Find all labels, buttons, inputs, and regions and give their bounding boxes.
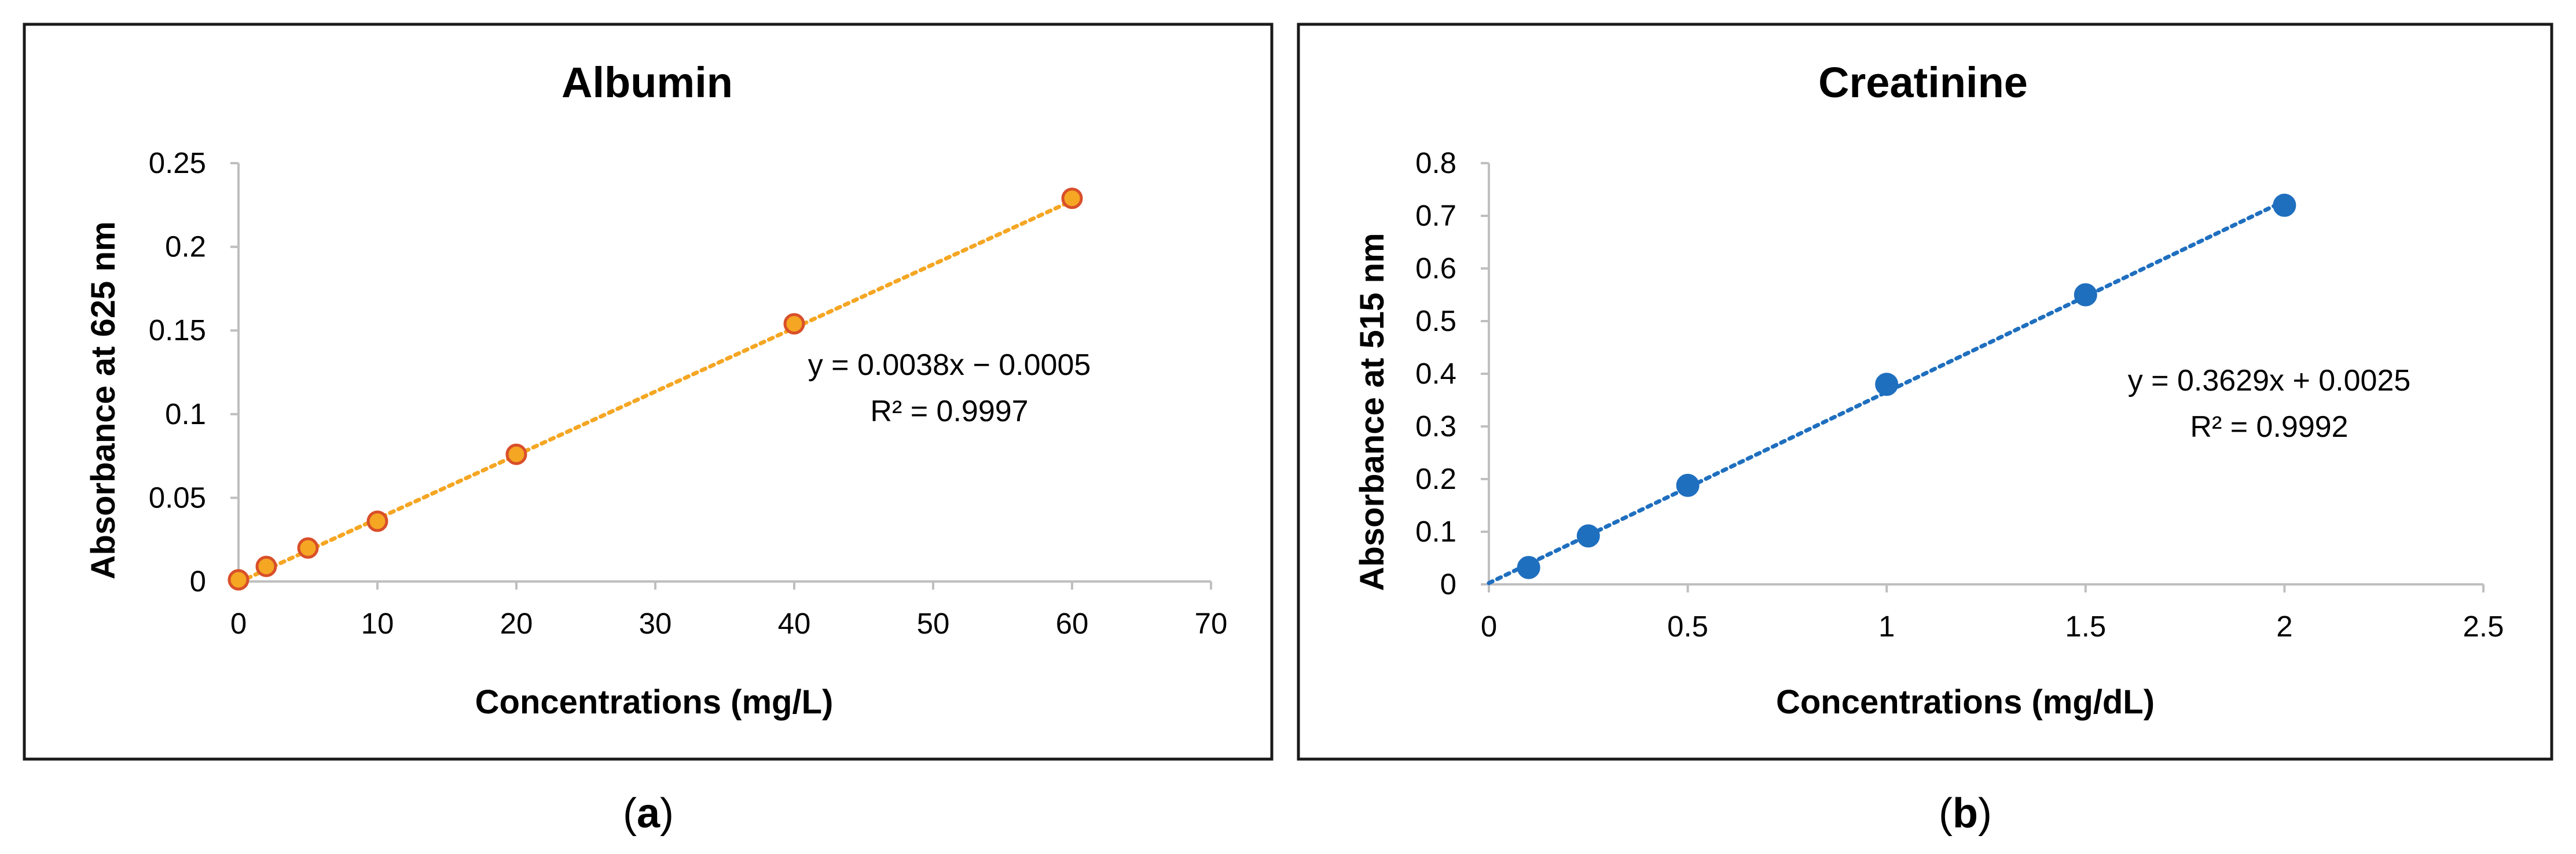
- albumin-caption-open: (: [623, 790, 637, 837]
- albumin-x-tick-label: 40: [778, 607, 811, 640]
- creatinine-caption: (b): [1939, 790, 1992, 837]
- creatinine-data-point: [1676, 473, 1700, 497]
- albumin-data-points: [227, 187, 1083, 591]
- albumin-chart-title: Albumin: [562, 58, 733, 106]
- albumin-x-axis-label: Concentrations (mg/L): [475, 683, 834, 721]
- creatinine-x-tick-label: 2: [2276, 610, 2292, 643]
- albumin-y-axis-label: Absorbance at 625 nm: [85, 222, 122, 580]
- albumin-y-tick-label: 0.1: [165, 397, 206, 430]
- creatinine-x-tick-label: 0.5: [1667, 610, 1708, 643]
- albumin-caption-close: ): [660, 790, 674, 837]
- albumin-x-tick-label: 60: [1056, 607, 1089, 640]
- creatinine-chart-panel: Creatinine 0 0.1 0.2 0.3 0.4 0.5 0.6 0.7 0.8 0 0.…: [1297, 23, 2553, 837]
- creatinine-x-ticks: 0 0.5 1 1.5 2 2.5: [1481, 584, 2504, 643]
- creatinine-data-point: [1576, 524, 1600, 548]
- creatinine-y-tick-label: 0.1: [1415, 515, 1456, 548]
- albumin-y-tick-label: 0: [190, 565, 206, 598]
- creatinine-y-tick-label: 0.5: [1415, 304, 1456, 337]
- albumin-caption-letter: a: [637, 790, 660, 837]
- creatinine-data-point: [2273, 193, 2296, 217]
- albumin-data-point: [227, 569, 249, 591]
- creatinine-y-axis-label: Absorbance at 515 nm: [1353, 233, 1391, 591]
- creatinine-y-tick-label: 0.2: [1415, 462, 1456, 495]
- albumin-y-tick-label: 0.25: [149, 146, 206, 179]
- albumin-x-tick-label: 70: [1195, 607, 1228, 640]
- creatinine-caption-close: ): [1978, 790, 1992, 837]
- creatinine-x-axis-label: Concentrations (mg/dL): [1776, 683, 2155, 721]
- albumin-x-tick-label: 50: [917, 607, 950, 640]
- creatinine-caption-letter: b: [1953, 790, 1978, 837]
- albumin-data-point: [505, 443, 527, 465]
- albumin-r-squared: R² = 0.9997: [870, 395, 1028, 428]
- creatinine-x-tick-label: 2.5: [2463, 610, 2504, 643]
- creatinine-y-tick-label: 0.8: [1415, 146, 1456, 179]
- creatinine-y-tick-label: 0.6: [1415, 252, 1456, 285]
- albumin-y-tick-label: 0.05: [149, 481, 206, 514]
- creatinine-chart-title: Creatinine: [1818, 58, 2028, 106]
- albumin-y-tick-label: 0.2: [165, 230, 206, 263]
- albumin-equation: y = 0.0038x − 0.0005: [808, 348, 1091, 382]
- creatinine-y-tick-label: 0: [1440, 568, 1456, 601]
- creatinine-data-point: [1875, 373, 1899, 396]
- albumin-x-tick-label: 0: [230, 607, 247, 640]
- albumin-x-tick-label: 30: [639, 607, 672, 640]
- albumin-x-ticks: 0 10 20 30 40 50 60 70: [230, 581, 1228, 640]
- creatinine-equation: y = 0.3629x + 0.0025: [2128, 364, 2411, 397]
- albumin-data-point: [1061, 187, 1083, 209]
- creatinine-y-tick-label: 0.4: [1415, 357, 1456, 390]
- albumin-x-tick-label: 20: [500, 607, 533, 640]
- albumin-y-ticks: 0 0.05 0.1 0.15 0.2 0.25: [149, 146, 238, 598]
- creatinine-y-ticks: 0 0.1 0.2 0.3 0.4 0.5 0.6 0.7 0.8: [1415, 146, 1489, 601]
- albumin-data-point: [366, 510, 388, 532]
- creatinine-data-points: [1517, 193, 2296, 579]
- creatinine-chart-frame: [1297, 23, 2553, 761]
- creatinine-y-tick-label: 0.7: [1415, 199, 1456, 232]
- creatinine-x-tick-label: 0: [1481, 610, 1497, 643]
- albumin-data-point: [297, 537, 319, 559]
- albumin-data-point: [783, 313, 805, 335]
- creatinine-x-tick-label: 1: [1878, 610, 1895, 643]
- creatinine-y-tick-label: 0.3: [1415, 410, 1456, 443]
- albumin-x-tick-label: 10: [361, 607, 394, 640]
- creatinine-x-tick-label: 1.5: [2065, 610, 2106, 643]
- creatinine-data-point: [1517, 555, 1540, 579]
- albumin-chart-frame: [23, 23, 1274, 761]
- creatinine-data-point: [2074, 283, 2097, 307]
- albumin-y-tick-label: 0.15: [149, 314, 206, 347]
- albumin-chart-panel: Albumin 0 0.05 0.1 0.15 0.2 0.25 0 10 20 30 40 50 6…: [23, 23, 1274, 837]
- albumin-data-point: [255, 555, 277, 577]
- creatinine-caption-open: (: [1939, 790, 1953, 837]
- albumin-caption: (a): [623, 790, 674, 837]
- creatinine-r-squared: R² = 0.9992: [2190, 410, 2348, 444]
